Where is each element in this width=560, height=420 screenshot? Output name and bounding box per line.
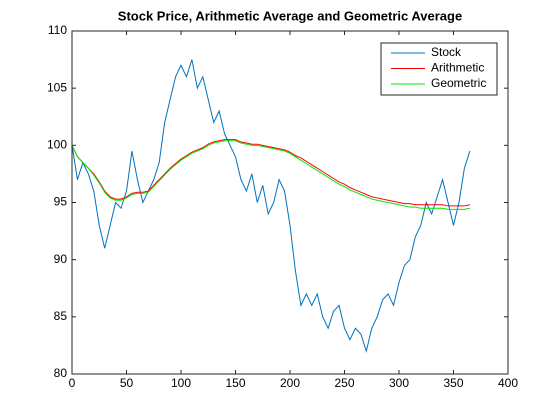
y-tick-label: 80 (54, 366, 68, 380)
x-tick-label: 200 (280, 376, 300, 390)
axes-box (71, 30, 509, 375)
x-tick-label: 250 (334, 376, 354, 390)
series-line (71, 140, 470, 210)
y-tick-label: 90 (54, 252, 68, 266)
x-tick-label: 50 (120, 376, 134, 390)
x-tick-label: 400 (498, 376, 518, 390)
y-tick-label: 95 (54, 195, 68, 209)
x-tick-label: 350 (443, 376, 463, 390)
y-tick-label: 110 (48, 23, 67, 37)
x-tick-label: 300 (389, 376, 409, 390)
y-tick-label: 100 (47, 138, 67, 152)
x-tick-label: 150 (225, 376, 245, 390)
y-tick-label: 85 (54, 309, 68, 323)
legend-label: Arithmetic (431, 61, 484, 75)
series-line (71, 139, 470, 207)
x-tick-label: 0 (69, 376, 76, 390)
legend-label: Stock (431, 45, 462, 59)
series-line (71, 59, 471, 353)
chart-title: Stock Price, Arithmetic Average and Geom… (118, 8, 462, 23)
legend-label: Geometric (431, 76, 486, 90)
y-tick-label: 105 (47, 80, 67, 94)
x-tick-label: 100 (171, 376, 191, 390)
